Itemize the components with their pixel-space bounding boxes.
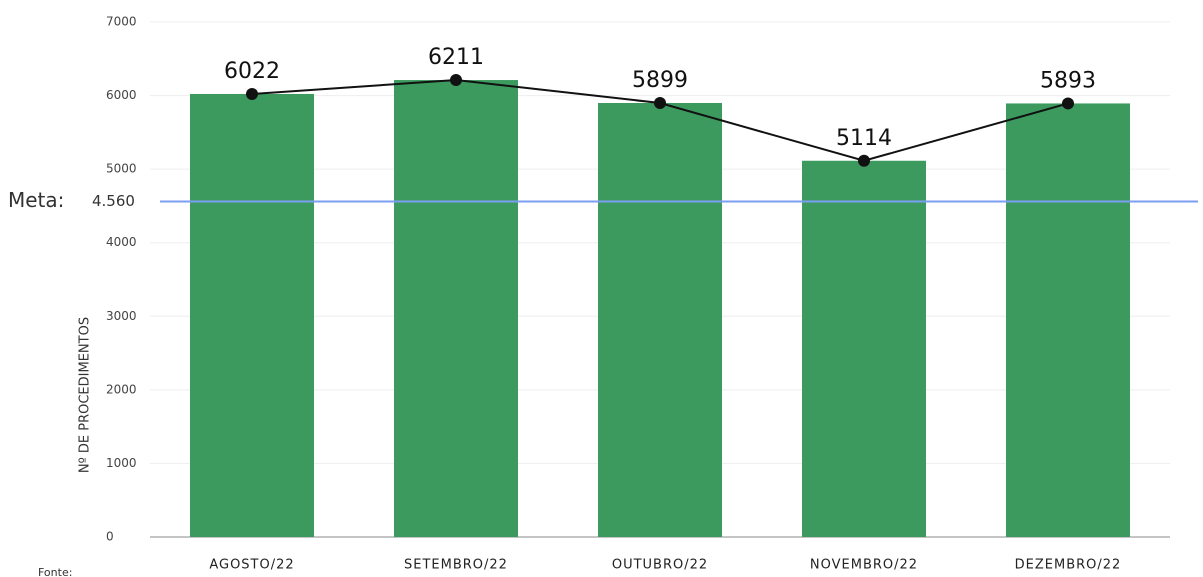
bar	[1006, 103, 1130, 537]
line-point	[858, 154, 870, 167]
data-label: 5893	[1040, 68, 1096, 93]
y-tick-label: 2000	[106, 382, 137, 396]
target-value-label: 4.560	[92, 192, 135, 210]
x-tick-label: OUTUBRO/22	[612, 558, 708, 573]
y-tick-label: 5000	[106, 162, 137, 176]
data-label: 6022	[224, 59, 280, 84]
x-tick-label: AGOSTO/22	[209, 558, 294, 573]
source-note: Fonte:	[38, 566, 72, 577]
y-tick-label: 3000	[106, 309, 137, 323]
x-tick-label: NOVEMBRO/22	[810, 558, 918, 573]
line-point	[246, 87, 258, 100]
bar	[598, 103, 722, 538]
line-point	[654, 97, 666, 110]
y-tick-label: 4000	[106, 235, 137, 249]
y-tick-label: 1000	[106, 456, 137, 470]
y-axis-label: Nº DE PROCEDIMENTOS	[78, 317, 93, 473]
x-tick-label: SETEMBRO/22	[404, 558, 508, 573]
bar	[394, 80, 518, 538]
y-tick-label: 6000	[106, 88, 137, 102]
line-point	[1062, 97, 1074, 110]
data-label: 5899	[632, 68, 688, 93]
y-tick-label: 0	[106, 530, 114, 544]
y-tick-label: 7000	[106, 15, 137, 29]
data-label: 6211	[428, 45, 484, 70]
data-label: 5114	[836, 126, 892, 151]
line-point	[450, 74, 462, 87]
x-tick-label: DEZEMBRO/22	[1015, 558, 1122, 573]
bar	[190, 93, 314, 538]
target-label: Meta:	[8, 188, 64, 212]
bar	[802, 160, 926, 537]
